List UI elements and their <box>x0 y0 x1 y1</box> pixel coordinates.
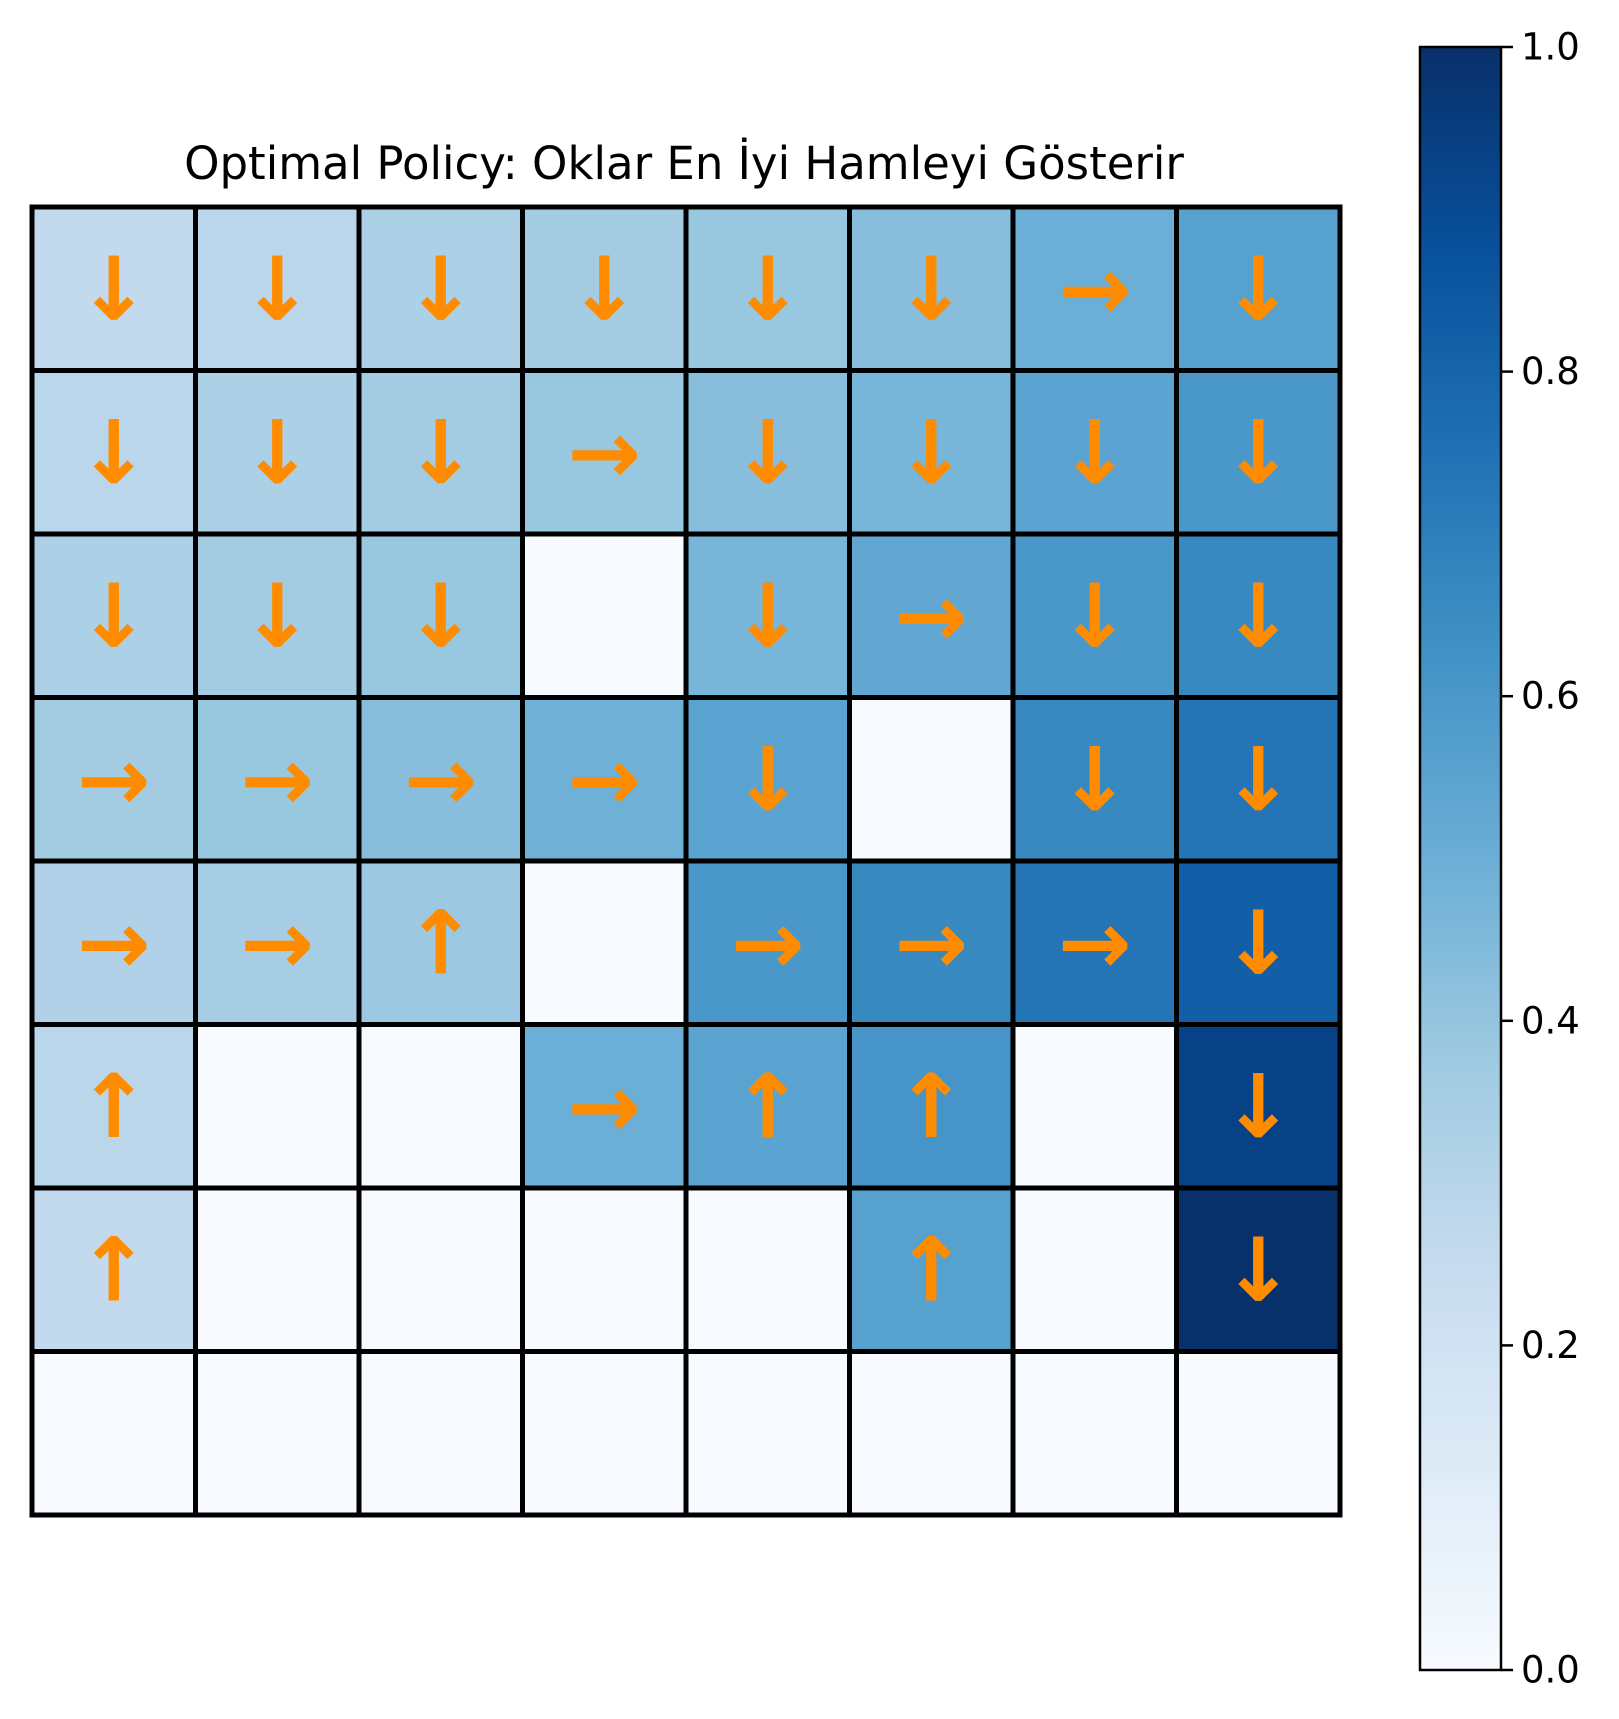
heatmap-cell-r1-c7 <box>1174 368 1343 537</box>
policy-arrow-r1-c5: ↓ <box>894 401 968 504</box>
policy-arrow-r0-c4: ↓ <box>731 237 805 340</box>
policy-arrow-r1-c4: ↓ <box>731 401 805 504</box>
policy-arrow-r4-c4: → <box>731 891 805 994</box>
colorbar-tick-label: 0.6 <box>1521 675 1580 718</box>
colorbar-ticks: 0.0 0.2 0.4 0.6 0.8 1.0 <box>1501 26 1580 1692</box>
colorbar-tick-label: 0.8 <box>1521 350 1580 393</box>
heatmap-cell-r1-c1 <box>193 368 362 537</box>
policy-arrow-r3-c7: ↓ <box>1221 728 1295 831</box>
heatmap-cell-r5-c6 <box>1010 1022 1179 1191</box>
heatmap-cell-r0-c1 <box>193 204 362 373</box>
colorbar-tick-label: 1.0 <box>1521 26 1580 69</box>
heatmap-cell-r3-c5 <box>847 695 1016 864</box>
policy-arrow-r3-c0: → <box>77 728 151 831</box>
heatmap-cell-r4-c3 <box>520 858 689 1027</box>
policy-arrow-r6-c5: ↑ <box>894 1218 968 1321</box>
policy-arrow-r0-c3: ↓ <box>567 237 641 340</box>
policy-arrow-r4-c7: ↓ <box>1221 891 1295 994</box>
policy-arrow-r0-c0: ↓ <box>77 237 151 340</box>
heatmap-cell-r7-c7 <box>1174 1349 1343 1518</box>
colorbar-tick-label: 0.4 <box>1521 999 1580 1042</box>
heatmap-cell-r0-c5 <box>847 204 1016 373</box>
heatmap-cell-r2-c2 <box>356 531 525 700</box>
policy-arrow-r4-c1: → <box>240 891 314 994</box>
policy-arrow-r0-c2: ↓ <box>404 237 478 340</box>
heatmap-grid <box>29 204 1343 1518</box>
policy-arrow-r4-c6: → <box>1058 891 1132 994</box>
heatmap-cell-r7-c4 <box>683 1349 852 1518</box>
policy-arrow-r2-c6: ↓ <box>1058 564 1132 667</box>
policy-arrow-r2-c4: ↓ <box>731 564 805 667</box>
heatmap-cell-r4-c7 <box>1174 858 1343 1027</box>
heatmap-cell-r6-c2 <box>356 1185 525 1354</box>
heatmap-cell-r4-c0 <box>29 858 198 1027</box>
heatmap-cell-r1-c5 <box>847 368 1016 537</box>
heatmap-cell-r2-c7 <box>1174 531 1343 700</box>
policy-arrow-r2-c2: ↓ <box>404 564 478 667</box>
heatmap-cell-r7-c5 <box>847 1349 1016 1518</box>
heatmap-cell-r3-c3 <box>520 695 689 864</box>
policy-arrow-r3-c4: ↓ <box>731 728 805 831</box>
policy-arrow-r3-c3: → <box>567 728 641 831</box>
policy-arrow-r3-c2: → <box>404 728 478 831</box>
policy-arrow-r2-c0: ↓ <box>77 564 151 667</box>
heatmap-cell-r7-c6 <box>1010 1349 1179 1518</box>
heatmap-cell-r2-c0 <box>29 531 198 700</box>
policy-arrow-r2-c1: ↓ <box>240 564 314 667</box>
colorbar-tick-label: 0.0 <box>1521 1649 1580 1692</box>
policy-arrow-r2-c5: → <box>894 564 968 667</box>
policy-arrow-r0-c1: ↓ <box>240 237 314 340</box>
policy-arrow-r1-c1: ↓ <box>240 401 314 504</box>
heatmap-cell-r3-c6 <box>1010 695 1179 864</box>
policy-arrow-r0-c5: ↓ <box>894 237 968 340</box>
heatmap-cell-r0-c7 <box>1174 204 1343 373</box>
policy-arrow-r0-c7: ↓ <box>1221 237 1295 340</box>
policy-arrows: ↓ ↓ ↓ ↓ ↓ ↓ → ↓ ↓ ↓ ↓ → ↓ ↓ ↓ ↓ ↓ ↓ ↓ ↓ → ↓ ↓ → → → → ↓ ↓ ↓ → → ↑ → → → ↓ ↑ → ↑… <box>77 237 1295 1321</box>
policy-arrow-r3-c1: → <box>240 728 314 831</box>
colorbar-tick-label: 0.2 <box>1521 1324 1580 1367</box>
policy-arrow-r5-c4: ↑ <box>731 1055 805 1158</box>
policy-arrow-r1-c3: → <box>567 401 641 504</box>
policy-arrow-r1-c2: ↓ <box>404 401 478 504</box>
heatmap-cell-r6-c4 <box>683 1185 852 1354</box>
heatmap-cell-r2-c3 <box>520 531 689 700</box>
policy-arrow-r3-c6: ↓ <box>1058 728 1132 831</box>
heatmap-cell-r7-c0 <box>29 1349 198 1518</box>
heatmap-cell-r6-c6 <box>1010 1185 1179 1354</box>
heatmap-cell-r2-c6 <box>1010 531 1179 700</box>
heatmap-cell-r4-c6 <box>1010 858 1179 1027</box>
policy-arrow-r0-c6: → <box>1058 237 1132 340</box>
chart-title: Optimal Policy: Oklar En İyi Hamleyi Gös… <box>184 137 1184 190</box>
heatmap-cell-r5-c2 <box>356 1022 525 1191</box>
policy-arrow-r4-c5: → <box>894 891 968 994</box>
policy-arrow-r1-c7: ↓ <box>1221 401 1295 504</box>
policy-arrow-r6-c7: ↓ <box>1221 1218 1295 1321</box>
policy-arrow-r4-c0: → <box>77 891 151 994</box>
heatmap-cell-r7-c3 <box>520 1349 689 1518</box>
colorbar: 0.0 0.2 0.4 0.6 0.8 1.0 <box>1418 26 1580 1692</box>
policy-arrow-r4-c2: ↑ <box>404 891 478 994</box>
heatmap-cell-r5-c1 <box>193 1022 362 1191</box>
policy-arrow-r6-c0: ↑ <box>77 1218 151 1321</box>
heatmap-cell-r7-c2 <box>356 1349 525 1518</box>
heatmap-cell-r6-c1 <box>193 1185 362 1354</box>
heatmap-cell-r2-c4 <box>683 531 852 700</box>
heatmap-cell-r6-c3 <box>520 1185 689 1354</box>
policy-arrow-r2-c7: ↓ <box>1221 564 1295 667</box>
policy-arrow-r5-c0: ↑ <box>77 1055 151 1158</box>
heatmap-cell-r1-c3 <box>520 368 689 537</box>
heatmap-cell-r5-c7 <box>1174 1022 1343 1191</box>
heatmap-cell-r2-c5 <box>847 531 1016 700</box>
colorbar-gradient <box>1418 45 1503 1672</box>
heatmap-cell-r3-c7 <box>1174 695 1343 864</box>
policy-arrow-r5-c5: ↑ <box>894 1055 968 1158</box>
policy-arrow-r1-c6: ↓ <box>1058 401 1132 504</box>
heatmap-cell-r6-c7 <box>1174 1185 1343 1354</box>
policy-arrow-r5-c7: ↓ <box>1221 1055 1295 1158</box>
policy-arrow-r5-c3: → <box>567 1055 641 1158</box>
policy-arrow-r1-c0: ↓ <box>77 401 151 504</box>
heatmap-cell-r0-c0 <box>29 204 198 373</box>
heatmap-cell-r7-c1 <box>193 1349 362 1518</box>
